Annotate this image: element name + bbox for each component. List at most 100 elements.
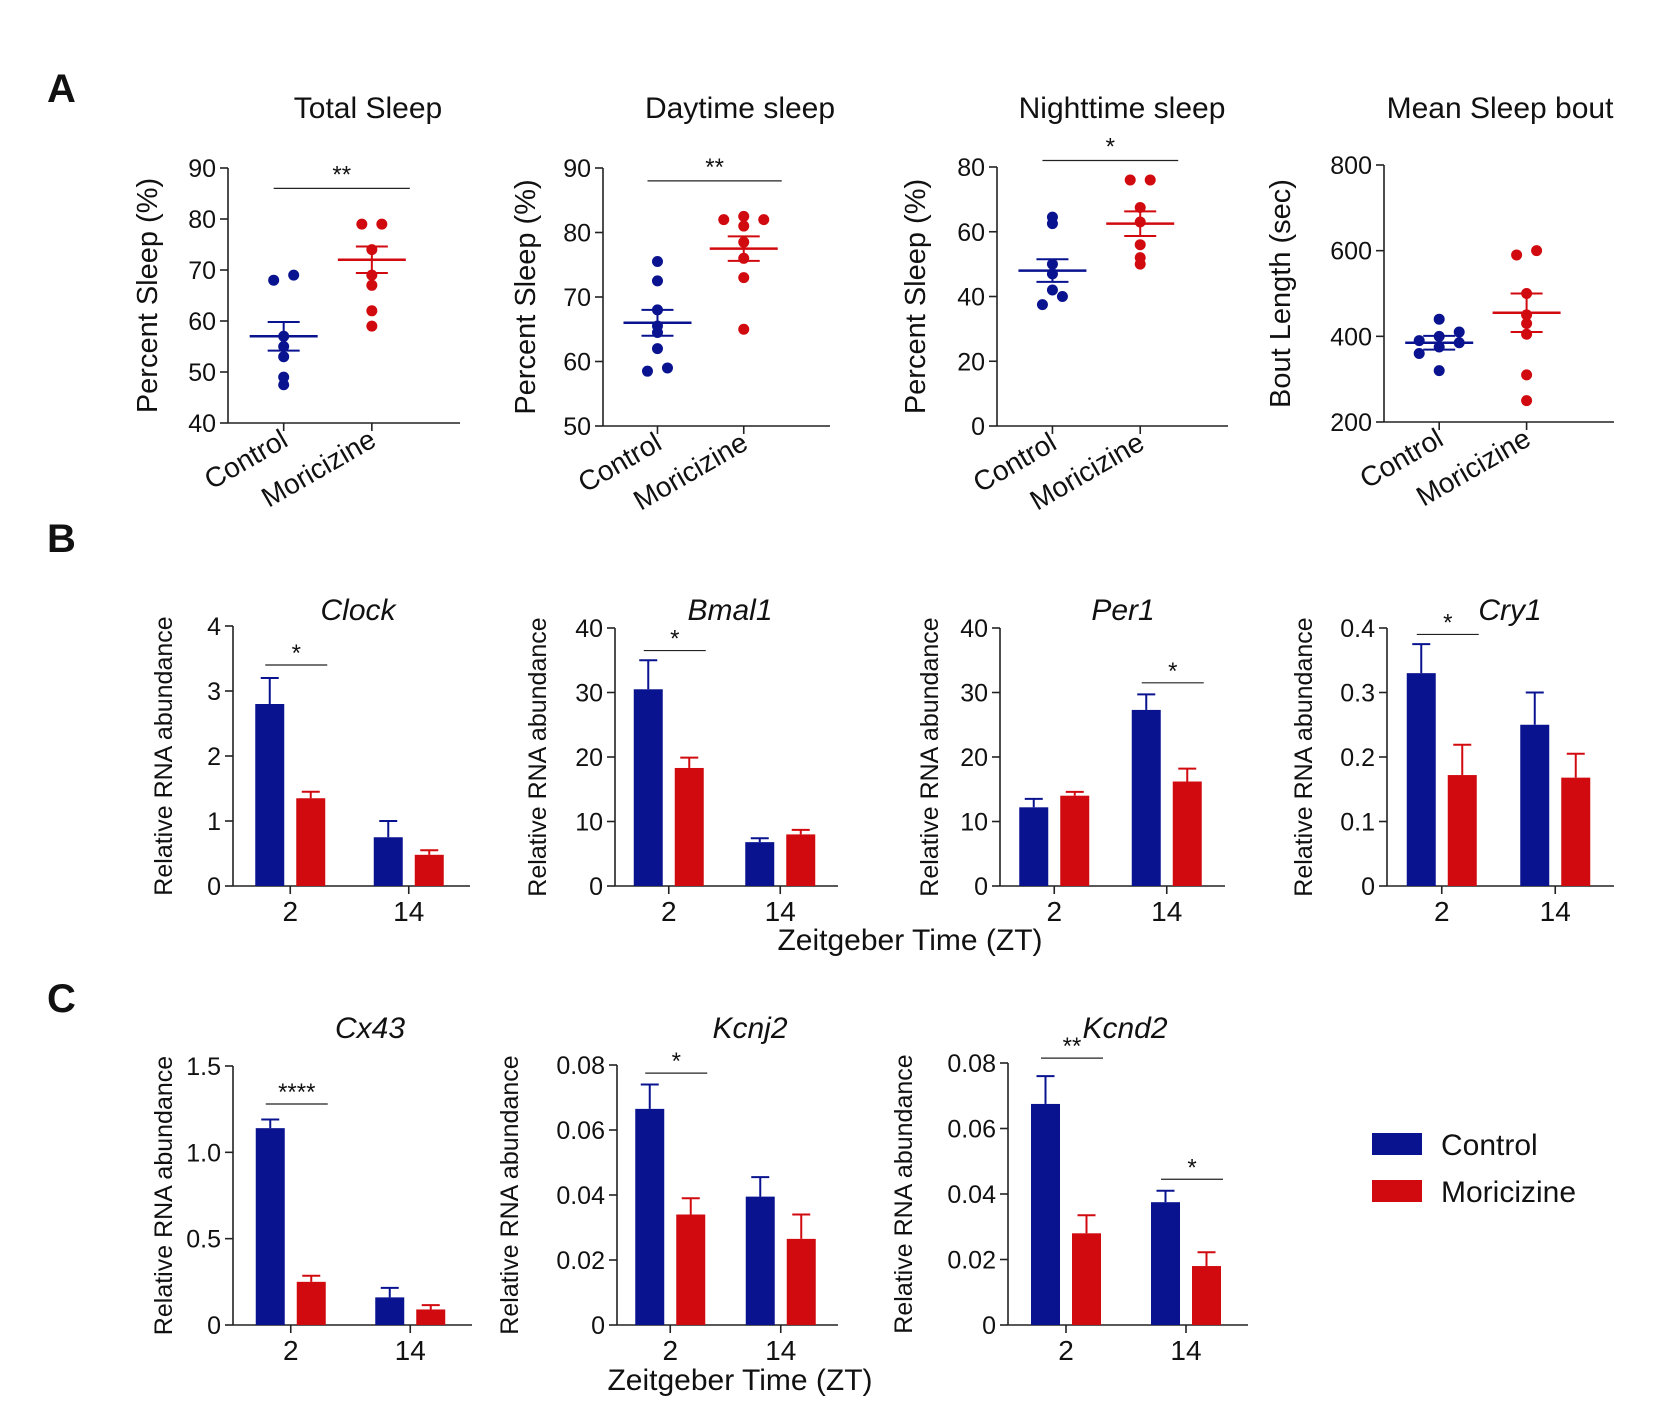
- data-point: [738, 272, 750, 284]
- x-category-label: 2: [1434, 896, 1450, 927]
- chart-title: Cry1: [1478, 594, 1541, 627]
- significance-label: *: [292, 640, 301, 667]
- bar: [676, 1214, 706, 1325]
- legend: Control Moricizine: [1372, 1129, 1576, 1209]
- data-point: [366, 279, 378, 291]
- data-point: [738, 323, 750, 335]
- bar: [296, 1281, 326, 1325]
- x-category-label: 2: [661, 896, 677, 927]
- bar: [786, 834, 816, 886]
- x-category-label: 14: [765, 896, 796, 927]
- data-point: [1056, 291, 1068, 302]
- bar: [786, 1238, 816, 1325]
- y-tick-label: 1.0: [186, 1139, 221, 1167]
- y-tick-label: 20: [960, 744, 988, 772]
- y-tick-label: 800: [1330, 152, 1372, 180]
- significance-label: *: [1168, 658, 1177, 685]
- bar: [1561, 777, 1591, 886]
- x-category-label: 14: [1540, 896, 1571, 927]
- data-point: [738, 210, 750, 222]
- y-axis-label: Relative RNA abundance: [150, 616, 178, 895]
- bar: [1072, 1233, 1101, 1325]
- bar: [1172, 781, 1202, 886]
- x-category-label: 14: [395, 1335, 426, 1366]
- bar: [1192, 1266, 1221, 1325]
- bar: [1151, 1202, 1180, 1325]
- bar: [373, 837, 403, 886]
- bar: [745, 1196, 775, 1325]
- data-point: [268, 274, 280, 286]
- significance-label: *: [1187, 1154, 1196, 1181]
- data-point: [1134, 239, 1146, 251]
- y-axis-label: Relative RNA abundance: [1290, 617, 1318, 896]
- data-point: [1531, 245, 1543, 257]
- y-tick-label: 30: [960, 680, 988, 708]
- chart-0: Total Sleep Percent Sleep (%) 40 50 60 70 80 90…: [132, 92, 460, 513]
- y-tick-label: 1: [207, 808, 221, 836]
- data-point: [1433, 365, 1445, 377]
- chart-title: Kcnj2: [712, 1012, 787, 1045]
- data-point: [1521, 369, 1533, 381]
- bar: [1019, 807, 1049, 886]
- data-point: [1134, 201, 1146, 213]
- y-tick-label: 10: [575, 809, 603, 837]
- bar: [1520, 724, 1550, 886]
- chart-title: Clock: [320, 594, 397, 627]
- y-tick-label: 3: [207, 678, 221, 706]
- y-tick-label: 1.5: [186, 1053, 221, 1081]
- data-point: [738, 220, 750, 232]
- bar: [375, 1297, 405, 1325]
- y-tick-label: 70: [563, 284, 591, 312]
- data-point: [1046, 284, 1058, 296]
- chart-title: Mean Sleep bout: [1387, 92, 1614, 125]
- y-tick-label: 90: [563, 155, 591, 183]
- data-point: [356, 218, 368, 230]
- y-tick-label: 60: [188, 308, 216, 336]
- bar: [745, 842, 775, 886]
- bar: [633, 689, 663, 886]
- y-tick-label: 60: [563, 349, 591, 377]
- significance-label: *: [672, 1048, 681, 1075]
- y-axis-label: Relative RNA abundance: [916, 617, 944, 896]
- chart-5: Bmal1 Relative RNA abundance 0 10 20 30 40 2 * 14: [524, 594, 838, 927]
- significance-label: ****: [278, 1079, 315, 1106]
- y-tick-label: 0: [207, 873, 221, 901]
- data-point: [1134, 252, 1146, 264]
- legend-swatch-control: [1372, 1133, 1422, 1155]
- bar: [1031, 1103, 1060, 1325]
- data-point: [1521, 395, 1533, 407]
- data-point: [651, 343, 663, 355]
- y-tick-label: 0.3: [1340, 680, 1375, 708]
- chart-4: Clock Relative RNA abundance 0 1 2 3 4 2 * 14: [150, 594, 470, 927]
- x-category-label: 14: [1170, 1335, 1201, 1366]
- y-tick-label: 0: [207, 1312, 221, 1340]
- chart-6: Per1 Relative RNA abundance 0 10 20 30 40 2 14 *: [916, 594, 1225, 927]
- y-tick-label: 0: [971, 413, 985, 441]
- y-tick-label: 20: [575, 744, 603, 772]
- chart-title: Bmal1: [687, 594, 772, 627]
- y-tick-label: 0: [591, 1312, 605, 1340]
- significance-label: **: [332, 161, 351, 188]
- x-category-label: 14: [1151, 896, 1182, 927]
- bar: [255, 1128, 285, 1325]
- significance-label: **: [705, 154, 724, 181]
- y-tick-label: 400: [1330, 323, 1372, 351]
- x-category-label: 2: [282, 896, 298, 927]
- significance-label: *: [1106, 134, 1115, 161]
- y-tick-label: 40: [188, 410, 216, 438]
- bar: [674, 767, 704, 886]
- y-axis-label: Relative RNA abundance: [524, 617, 552, 896]
- panel-c-xlabel: Zeitgeber Time (ZT): [607, 1364, 872, 1397]
- chart-1: Daytime sleep Percent Sleep (%) 50 60 70 80 90…: [510, 92, 835, 516]
- y-tick-label: 0.08: [556, 1052, 605, 1080]
- bar: [1447, 775, 1477, 886]
- bar: [416, 1309, 446, 1325]
- y-tick-label: 0: [1361, 873, 1375, 901]
- y-tick-label: 50: [563, 413, 591, 441]
- data-point: [651, 256, 663, 268]
- y-tick-label: 70: [188, 257, 216, 285]
- y-tick-label: 50: [188, 359, 216, 387]
- y-tick-label: 40: [575, 615, 603, 643]
- chart-7: Cry1 Relative RNA abundance 0 0.1 0.2 0.3 0.4 2…: [1290, 594, 1614, 927]
